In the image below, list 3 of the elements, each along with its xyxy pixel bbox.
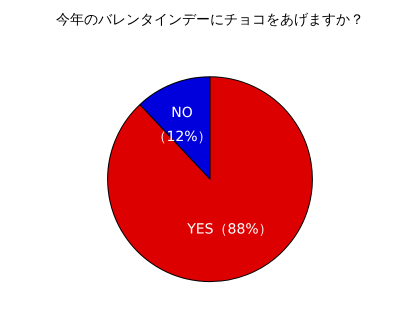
chart-title: 今年のバレンタインデーにチョコをあげますか？ bbox=[56, 12, 364, 28]
slice-label: NO bbox=[171, 104, 193, 121]
slice-label: YES（88%） bbox=[186, 222, 273, 238]
